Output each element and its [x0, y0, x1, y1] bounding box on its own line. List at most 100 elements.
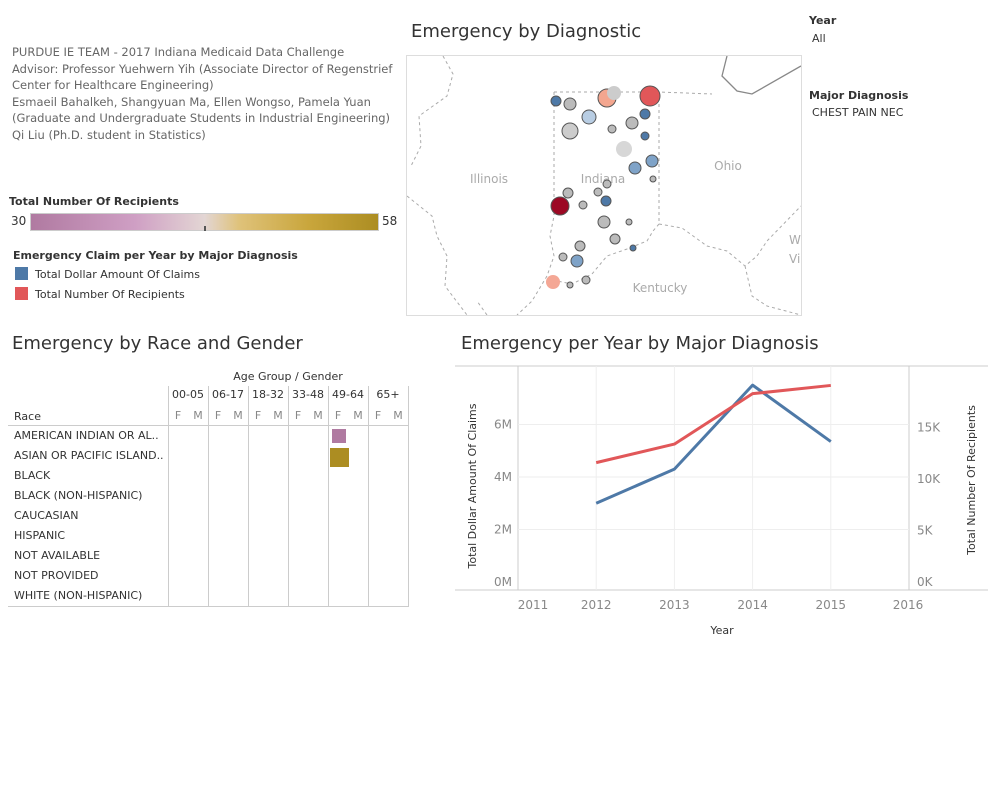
race-row-label: NOT PROVIDED — [14, 569, 99, 582]
map-label-indiana: Indiana — [581, 172, 625, 186]
map-marker[interactable] — [561, 122, 579, 140]
race-row-label: HISPANIC — [14, 529, 66, 542]
map-marker[interactable] — [628, 161, 642, 175]
x-axis-title: Year — [709, 624, 734, 637]
map-marker[interactable] — [550, 196, 570, 216]
info-line: Center for Healthcare Engineering) — [12, 78, 214, 93]
gender-header: F — [174, 409, 182, 422]
map-marker[interactable] — [602, 179, 612, 189]
heatmap-cell[interactable] — [329, 448, 349, 467]
map-marker[interactable] — [570, 254, 584, 268]
diagnosis-filter-value[interactable]: CHEST PAIN NEC — [812, 106, 904, 119]
gender-header: M — [193, 409, 203, 422]
column-divider — [288, 386, 289, 607]
lake-erie-shore — [721, 56, 801, 95]
map-marker[interactable] — [578, 200, 588, 210]
map-marker[interactable] — [639, 108, 651, 120]
map-marker[interactable] — [609, 233, 621, 245]
map-label-illinois: Illinois — [470, 172, 508, 186]
info-line: Advisor: Professor Yuehwern Yih (Associa… — [12, 61, 393, 76]
map-marker[interactable] — [566, 281, 574, 289]
race-row-label: ASIAN OR PACIFIC ISLAND.. — [14, 449, 164, 462]
age-group-header: 00-05 — [172, 388, 204, 401]
info-line: (Graduate and Undergraduate Students in … — [12, 111, 391, 126]
header-divider — [8, 425, 409, 426]
map-label-west-virginia: W Vi — [789, 233, 801, 266]
gender-header: F — [294, 409, 302, 422]
info-line: PURDUE IE TEAM - 2017 Indiana Medicaid D… — [12, 45, 345, 59]
map-marker[interactable] — [558, 252, 568, 262]
map-marker[interactable] — [645, 154, 659, 168]
year-filter-label: Year — [809, 14, 837, 27]
heatmap-cell[interactable] — [332, 429, 346, 443]
y-left-tick-label: 6M — [494, 418, 512, 432]
row-header: Race — [14, 410, 41, 423]
map-marker[interactable] — [574, 240, 586, 252]
age-group-header: 49-64 — [332, 388, 364, 401]
map-marker[interactable] — [639, 85, 661, 107]
map-marker[interactable] — [629, 244, 637, 252]
map-marker[interactable] — [607, 86, 621, 100]
gender-header: F — [374, 409, 382, 422]
gender-header: F — [214, 409, 222, 422]
y-right-axis-title: Total Number Of Recipients — [965, 405, 978, 556]
team-info: PURDUE IE TEAM - 2017 Indiana Medicaid D… — [12, 44, 392, 144]
line-chart[interactable]: 0M 2M 4M 6M 0K 5K 10K 15K 2011 2012 2013 2014 2015 20… — [455, 360, 995, 645]
x-tick-label: 2016 — [893, 598, 924, 612]
legend-item-recipients[interactable]: Total Number Of Recipients — [15, 287, 185, 301]
y-left-tick-label: 2M — [494, 523, 512, 537]
map-marker[interactable] — [600, 195, 612, 207]
legend-swatch — [15, 267, 28, 280]
legend-item-claims[interactable]: Total Dollar Amount Of Claims — [15, 267, 200, 281]
legend-label: Total Number Of Recipients — [35, 288, 185, 301]
race-row-label: WHITE (NON-HISPANIC) — [14, 589, 143, 602]
map-marker[interactable] — [607, 124, 617, 134]
map-marker[interactable] — [562, 187, 574, 199]
map-marker[interactable] — [625, 218, 633, 226]
map-marker[interactable] — [581, 109, 597, 125]
map-marker[interactable] — [597, 215, 611, 229]
map-marker[interactable] — [581, 275, 591, 285]
age-group-header: 06-17 — [212, 388, 244, 401]
county-markers[interactable] — [546, 85, 661, 289]
gender-header: M — [233, 409, 243, 422]
y-left-axis-title: Total Dollar Amount Of Claims — [466, 403, 479, 569]
color-legend-min: 30 — [11, 214, 27, 228]
race-row-label: AMERICAN INDIAN OR AL.. — [14, 429, 159, 442]
column-divider — [208, 386, 209, 607]
line-chart-title: Emergency per Year by Major Diagnosis — [461, 333, 819, 354]
map-marker[interactable] — [546, 275, 560, 289]
column-divider — [168, 386, 169, 607]
gender-header: M — [353, 409, 363, 422]
map-canvas[interactable]: Illinois Indiana Ohio Kentucky — [407, 56, 801, 315]
y-left-tick-label: 0M — [494, 575, 512, 589]
map-marker[interactable] — [593, 187, 603, 197]
column-divider — [408, 386, 409, 607]
map-marker[interactable] — [625, 116, 639, 130]
y-right-tick-label: 0K — [917, 575, 934, 589]
race-gender-table[interactable]: Age Group / Gender Race 00-05 F M 06-17 F M 18… — [8, 364, 409, 607]
x-tick-label: 2011 — [518, 598, 549, 612]
x-tick-label: 2012 — [581, 598, 612, 612]
series-line-recipients[interactable] — [595, 383, 831, 465]
legend-swatch — [15, 287, 28, 300]
map-marker[interactable] — [649, 175, 657, 183]
table-bottom-border — [8, 606, 409, 607]
map-marker[interactable] — [640, 131, 650, 141]
map-label-kentucky: Kentucky — [633, 281, 688, 295]
age-group-header: 18-32 — [252, 388, 284, 401]
map-marker[interactable] — [563, 97, 577, 111]
y-right-tick-label: 5K — [917, 524, 934, 538]
map-marker[interactable] — [550, 95, 562, 107]
race-row-label: BLACK (NON-HISPANIC) — [14, 489, 143, 502]
series-line-claims[interactable] — [595, 383, 832, 505]
map-marker[interactable] — [616, 141, 632, 157]
y-right-tick-label: 10K — [917, 472, 941, 486]
race-row-label: CAUCASIAN — [14, 509, 79, 522]
column-divider — [248, 386, 249, 607]
year-filter-value[interactable]: All — [812, 32, 826, 45]
map-view[interactable]: Illinois Indiana Ohio Kentucky — [406, 55, 802, 316]
gender-header: M — [273, 409, 283, 422]
color-legend-center-tick — [204, 226, 206, 231]
gender-header: M — [313, 409, 323, 422]
